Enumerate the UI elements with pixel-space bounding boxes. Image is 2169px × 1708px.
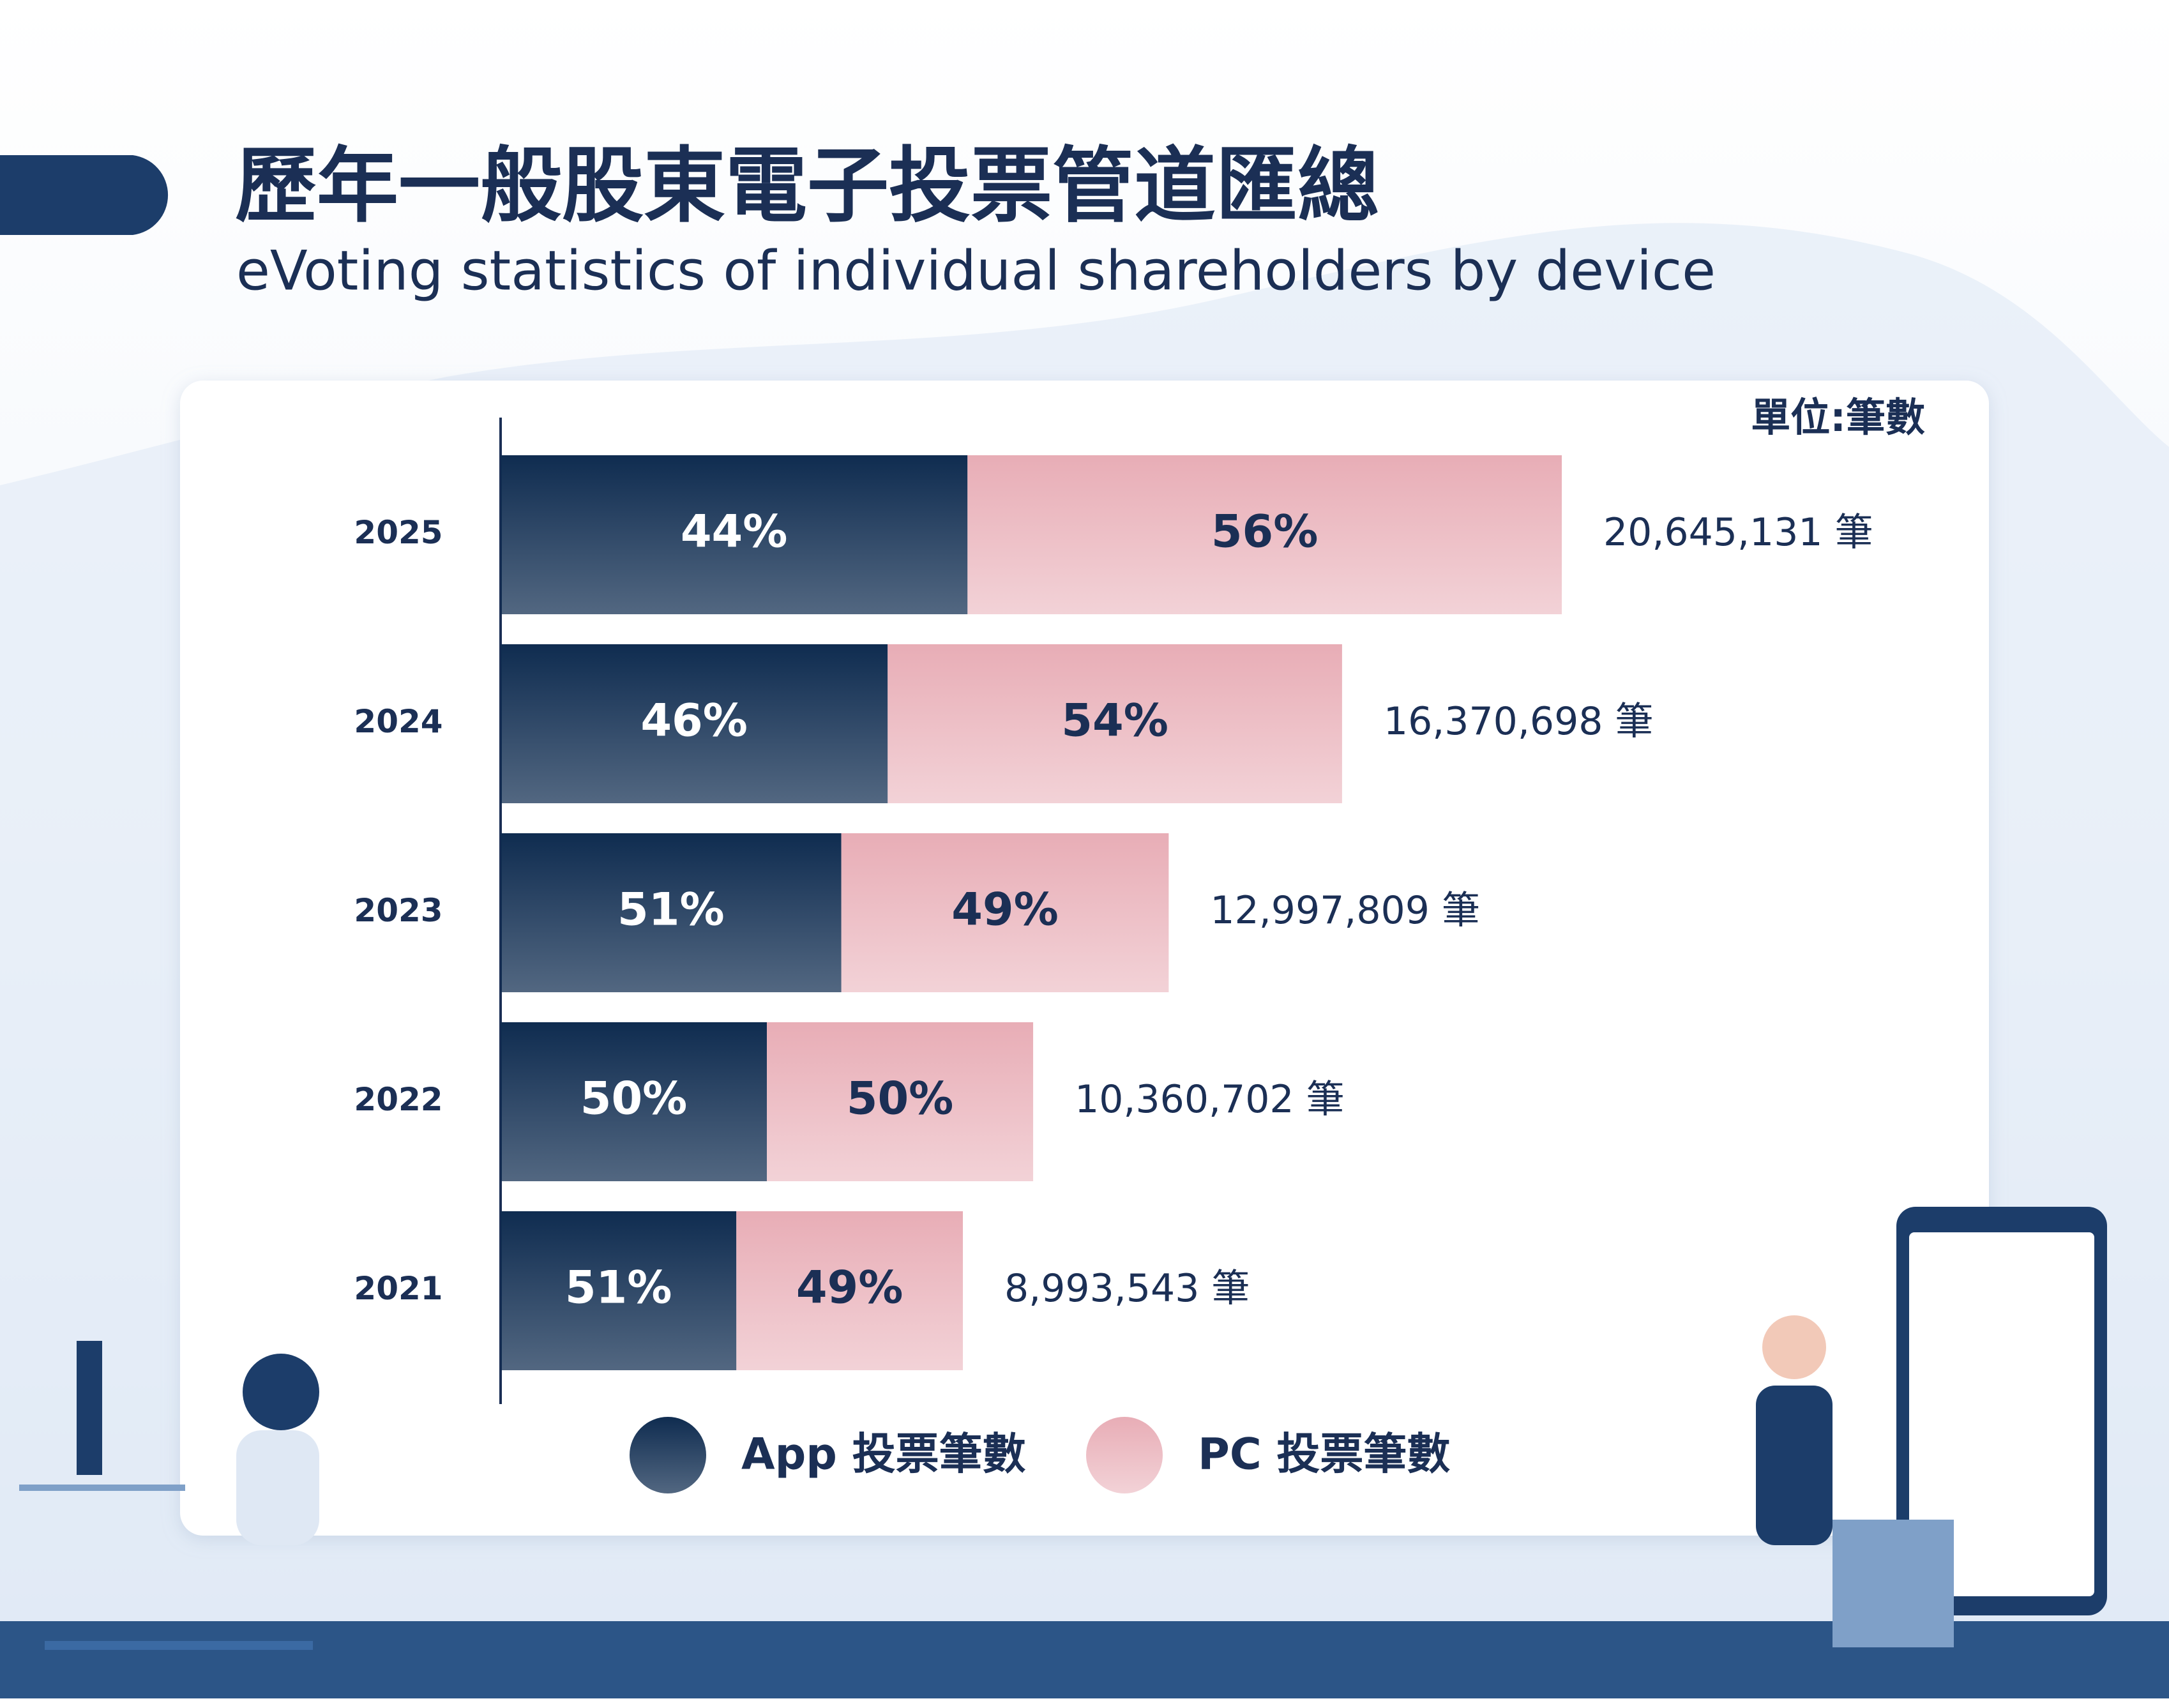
y-tick-label: 2025 [354,514,442,551]
legend-swatch [1086,1417,1163,1493]
total-label: 10,360,702 筆 [1075,1077,1345,1122]
bar-segment [736,1211,964,1370]
total-label: 8,993,543 筆 [1004,1266,1250,1311]
bar-segment [501,833,842,992]
y-tick-label: 2023 [354,892,442,929]
data-label: 46% [640,695,748,747]
legend-swatch [630,1417,706,1493]
bar-segment [501,1211,737,1370]
bar-segment [967,455,1562,614]
bar-segment [501,644,888,803]
bar-segment [501,1022,767,1181]
chart-title: 歷年一般股東電子投票管道匯總 [235,139,1379,234]
chart-subtitle: eVoting statistics of individual shareho… [236,239,1716,303]
data-label: 44% [681,506,788,558]
y-tick-label: 2022 [354,1081,442,1118]
data-label: 51% [617,884,725,936]
y-tick-label: 2024 [354,703,442,740]
bar-segment [501,455,968,614]
data-label: 54% [1061,695,1168,747]
desk-illustration [19,1341,319,1650]
data-label: 51% [565,1262,672,1314]
total-label: 16,370,698 筆 [1384,699,1654,744]
bar-segment [767,1022,1034,1181]
total-label: 12,997,809 筆 [1210,888,1480,933]
floor-edge [0,1698,2169,1708]
data-label: 50% [580,1073,688,1125]
data-label: 49% [951,884,1059,936]
bar-segment [841,833,1169,992]
legend-label: PC 投票筆數 [1198,1430,1450,1480]
title-accent [0,155,169,235]
phone-illustration [1756,1207,2107,1647]
y-tick-label: 2021 [354,1270,442,1307]
bar-segment [888,644,1342,803]
data-label: 50% [847,1073,954,1125]
unit-label: 單位:筆數 [1751,394,1925,441]
total-label: 20,645,131 筆 [1603,510,1873,555]
legend-label: App 投票筆數 [741,1430,1026,1480]
data-label: 49% [796,1262,903,1314]
data-label: 56% [1211,506,1319,558]
floor-band [0,1621,2169,1698]
